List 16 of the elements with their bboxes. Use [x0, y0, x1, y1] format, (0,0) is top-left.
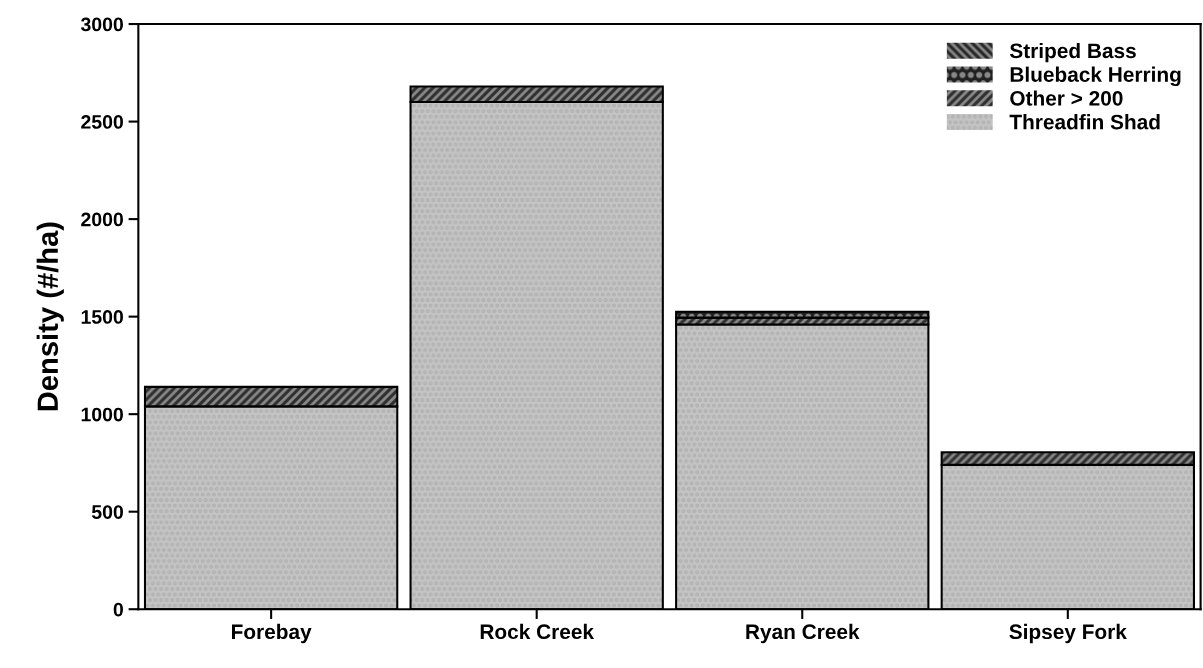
- legend-label: Other > 200: [1010, 90, 1123, 106]
- y-tick-label: 2500: [81, 115, 123, 129]
- x-tick-label: Forebay: [232, 623, 312, 644]
- y-tick-label: 500: [91, 505, 123, 519]
- y-tick-label: 1500: [81, 310, 123, 324]
- y-tick-label: 2000: [81, 212, 123, 227]
- y-tick-label: 3000: [80, 17, 123, 32]
- y-tick-label: 1000: [81, 407, 123, 422]
- legend-label: Blueback Herring: [1010, 66, 1181, 87]
- y-axis-title: Density (#/ha): [36, 222, 64, 411]
- x-tick-label: Ryan Creek: [746, 623, 860, 644]
- y-tick-label: 0: [113, 602, 123, 617]
- x-tick-label: Rock Creek: [480, 623, 595, 640]
- legend-label: Striped Bass: [1009, 42, 1136, 63]
- legend-label: Threadfin Shad: [1009, 114, 1160, 130]
- x-tick-label: Sipsey Fork: [1009, 623, 1127, 644]
